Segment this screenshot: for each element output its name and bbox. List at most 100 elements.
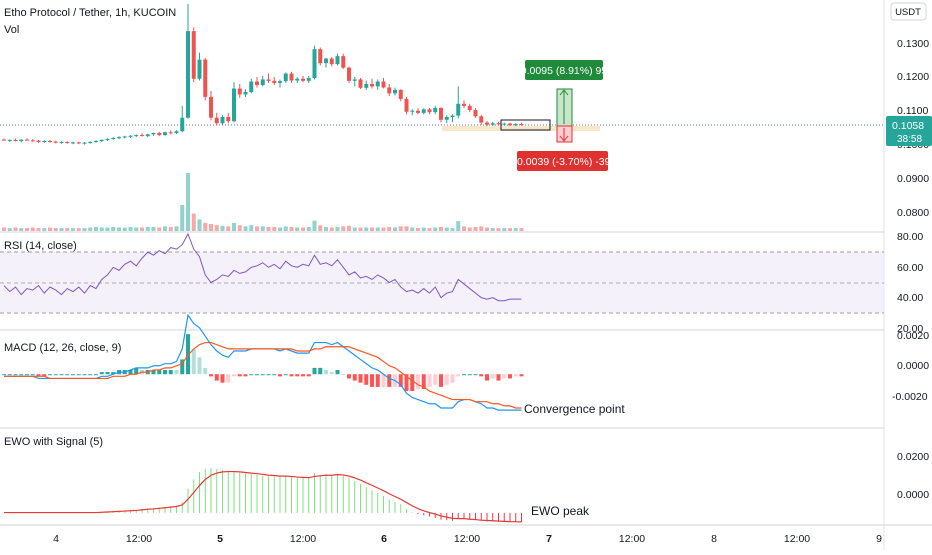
candle-body [180, 117, 185, 132]
macd-histogram-bar [364, 374, 369, 385]
volume-bar [375, 227, 380, 231]
volume-bar [358, 227, 363, 231]
current-price-badge: 0.1058 38:58 [886, 116, 932, 146]
candle-body [278, 81, 282, 83]
candle-body [439, 107, 443, 120]
volume-bar [456, 221, 461, 231]
volume-bar [186, 173, 190, 231]
time-tick: 8 [711, 533, 717, 545]
price-tick: 0.1100 [897, 105, 928, 117]
price-tick: 0.1300 [897, 38, 929, 50]
volume-bar [479, 226, 484, 231]
macd-histogram-bar [439, 374, 443, 387]
macd-histogram-bar [105, 372, 110, 375]
short-position-label[interactable]: -0.0039 (-3.70%) -39 [514, 151, 611, 171]
volume-bar [111, 226, 116, 231]
rsi-tick: 20.00 [897, 323, 923, 335]
volume-bar [289, 226, 294, 231]
volume-bar [174, 226, 179, 231]
candle-body [358, 79, 363, 88]
candle-body [140, 135, 144, 137]
macd-histogram-bar [347, 374, 351, 379]
macd-histogram-bar [128, 370, 133, 375]
volume-bar [324, 226, 328, 231]
candle-body [502, 123, 507, 125]
position-selection-box[interactable] [500, 119, 551, 131]
macd-histogram-bar [2, 374, 6, 376]
currency-button[interactable]: USDT [890, 2, 927, 21]
candle-body [19, 139, 24, 141]
macd-histogram-bar [53, 374, 58, 376]
candle-body [364, 83, 369, 88]
rsi-tick: 60.00 [897, 262, 923, 274]
volume-bar [59, 228, 64, 231]
volume-bar [508, 228, 512, 231]
volume-bar [295, 227, 300, 231]
volume-bar [145, 226, 150, 231]
time-tick: 4 [53, 533, 59, 545]
volume-bar [13, 227, 18, 231]
volume-bar [203, 222, 208, 231]
macd-histogram-bar [249, 374, 254, 376]
ewo-tick: 0.0200 [897, 451, 929, 463]
volume-bar [42, 228, 47, 231]
volume-bar [128, 226, 133, 231]
currency-button-label: USDT [895, 7, 921, 18]
volume-bar [439, 226, 443, 231]
macd-histogram-bar [404, 374, 409, 392]
volume-bar [197, 219, 202, 231]
short-label-background [517, 151, 608, 171]
volume-bar [237, 225, 242, 231]
candle-body [65, 142, 70, 144]
currency-button-frame [890, 2, 927, 21]
candle-body [191, 31, 196, 79]
ewo-histogram-and-signal [3, 467, 522, 523]
macd-histogram-bar [30, 374, 35, 376]
candlesticks [2, 4, 524, 145]
macd-histogram-bar [168, 370, 173, 375]
candle-body [404, 98, 409, 112]
candle-body [444, 117, 449, 120]
candle-body [479, 116, 484, 123]
time-tick: 12:00 [126, 533, 152, 545]
macd-histogram-bar [381, 374, 386, 387]
macd-histogram-bar [214, 374, 219, 381]
ewo-peak-annotation: EWO peak [531, 504, 590, 518]
candle-body [7, 139, 12, 141]
candle-body [312, 49, 317, 79]
volume-bar [65, 228, 70, 231]
macd-histogram-bar [163, 370, 167, 375]
volume-bar [485, 227, 489, 231]
time-tick: 12:00 [784, 533, 810, 545]
macd-histogram-bar [416, 374, 420, 389]
candle-body [427, 109, 432, 113]
macd-histogram-bar [209, 374, 213, 377]
volume-bar [19, 228, 24, 231]
macd-histogram-bar [203, 367, 208, 375]
candle-body [295, 78, 300, 81]
volume-bar [105, 227, 110, 231]
long-position-label[interactable]: 0.0095 (8.91%) 95 [521, 60, 608, 80]
macd-histogram-bar [278, 374, 282, 377]
candle-body [266, 79, 271, 81]
macd-histogram-bar [289, 374, 294, 377]
candle-body [214, 117, 219, 124]
candle-body [53, 141, 58, 143]
candle-body [473, 110, 478, 117]
macd-histogram-bar [197, 357, 202, 375]
candle-body [117, 137, 121, 139]
rsi-line [3, 232, 522, 302]
volume-bar [318, 225, 323, 231]
volume-bar [278, 227, 282, 231]
macd-histogram-bar [243, 374, 248, 377]
macd-histogram-bar [88, 374, 93, 376]
candle-body [151, 132, 156, 135]
time-tick: 5 [217, 533, 223, 545]
time-tick: 12:00 [619, 533, 645, 545]
macd-title: MACD (12, 26, close, 9) [4, 342, 121, 354]
macd-histogram-bar [427, 374, 432, 387]
macd-histogram-bar [180, 359, 185, 375]
candle-body [255, 81, 259, 86]
